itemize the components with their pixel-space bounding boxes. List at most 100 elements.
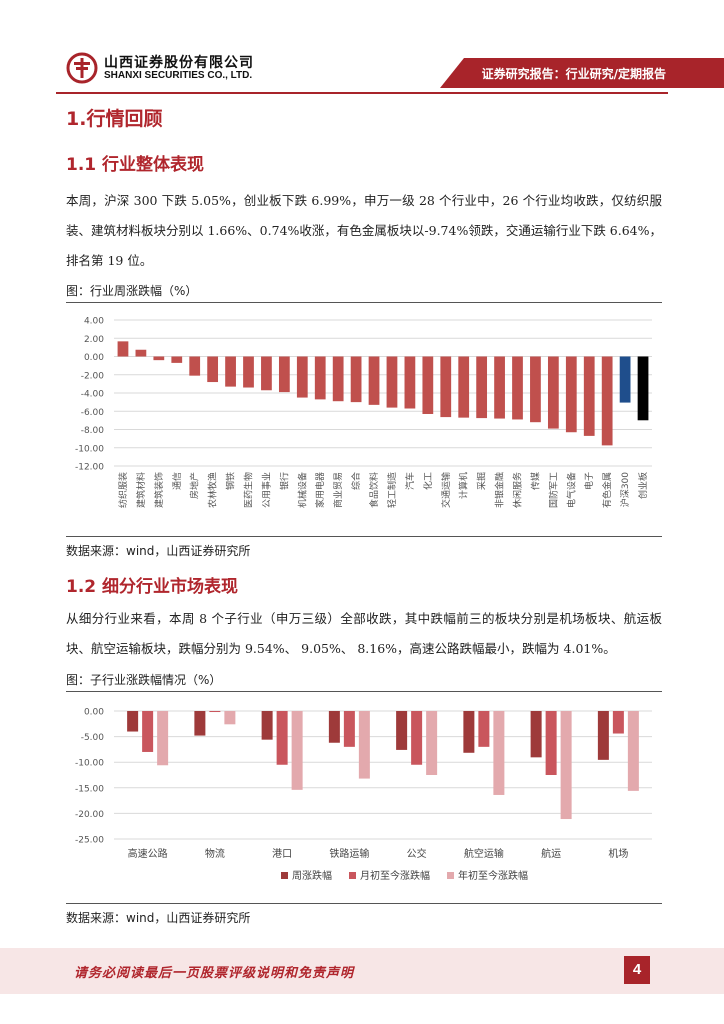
figure-bottom-rule-1 [66,536,662,537]
bar [545,711,557,775]
y-tick-label: -10.00 [75,759,104,769]
x-tick-label: 铁路运输 [329,847,369,860]
company-logo-icon [66,52,98,84]
bar [142,711,154,752]
bar [493,711,505,795]
x-tick-label: 物流 [205,847,225,860]
bar [117,341,129,357]
subsection-title-2: 1.2 细分行业市场表现 [66,577,239,597]
y-tick-label: 4.00 [84,317,104,327]
figure-top-rule-1 [66,302,662,303]
bar [225,356,236,387]
legend-swatch [349,872,356,879]
x-tick-label: 港口 [272,848,292,860]
x-tick-label: 钢铁 [225,472,237,490]
bar [189,356,201,376]
y-tick-label: -12.00 [75,463,104,473]
x-tick-label: 综合 [350,472,362,490]
bar [478,711,490,747]
y-tick-label: -5.00 [81,733,105,743]
x-tick-label: 汽车 [404,472,416,490]
x-tick-label: 休闲服务 [512,472,524,508]
legend-label: 年初至今涨跌幅 [458,869,528,882]
bar [261,356,272,391]
x-tick-label: 商业贸易 [332,472,344,508]
bar [637,356,649,421]
x-tick-label: 建筑装饰 [153,472,165,508]
sub-industry-chart: 0.00 -5.00 -10.00 -15.00 -20.00 -25.00 高速公路 物流 港… [66,693,662,901]
legend-swatch [281,872,288,879]
x-tick-label: 机场 [608,847,628,860]
bar [404,356,416,409]
bar [278,356,290,393]
y-tick-label: -10.00 [75,444,104,454]
bar [328,711,340,743]
page-header: 山西证券股份有限公司 SHANXI SECURITIES CO., LTD. 证… [0,0,724,100]
x-tick-label: 国防军工 [547,472,559,508]
bar [358,711,370,779]
x-tick-label: 机械设备 [296,472,308,508]
x-tick-label: 家用电器 [314,472,326,508]
sub-industry-chart-svg: 0.00 -5.00 -10.00 -15.00 -20.00 -25.00 高速公路 物流 港… [75,708,652,882]
bar [207,356,219,383]
bar [583,356,595,436]
x-tick-label: 高速公路 [128,847,168,860]
x-tick-label: 采掘 [476,472,488,490]
y-tick-label: 2.00 [84,335,104,345]
data-source-2: 数据来源：wind，山西证券研究所 [66,911,251,925]
bar [224,711,236,725]
y-tick-label: -6.00 [81,408,105,418]
paragraph-2: 从细分行业来看，本周 8 个子行业（申万三级）全部收跌，其中跌幅前三的板块分别是… [66,611,662,656]
y-tick-label: -2.00 [81,371,105,381]
industry-weekly-chart-svg: 4.00 2.00 0.00 -2.00 -4.00 -6.00 -8.00 -10.00 -1… [75,317,652,508]
x-tick-label: 公用事业 [260,472,272,508]
y-tick-label: 0.00 [84,708,104,718]
x-tick-label: 轻工制造 [386,472,398,508]
x-tick-label: 化工 [422,472,434,490]
bar [458,356,470,418]
x-tick-label: 电气设备 [565,472,577,508]
figure-top-rule-2 [66,691,662,692]
x-tick-label: 航运 [541,847,561,860]
bar [157,711,169,766]
bar [314,356,326,400]
bar [276,711,288,765]
subsection-title-1: 1.1 行业整体表现 [66,155,205,175]
x-tick-label: 纺织服装 [117,472,129,508]
bar [627,711,639,791]
bar [476,356,488,419]
bar [597,711,609,760]
bar [127,711,139,732]
industry-weekly-chart: 4.00 2.00 0.00 -2.00 -4.00 -6.00 -8.00 -10.00 -1… [66,304,662,534]
x-tick-label: 创业板 [637,472,649,499]
x-tick-label: 非银金融 [494,472,506,508]
bar [261,711,273,740]
bar [243,356,254,388]
bar [612,711,624,734]
bar [547,356,559,429]
disclaimer-notice: 请务必阅读最后一页股票评级说明和免责声明 [74,966,355,981]
report-type-banner [440,58,724,88]
x-tick-label: 医药生物 [243,472,255,508]
x-tick-label: 银行 [278,472,290,490]
figure-title-1: 图：行业周涨跌幅（%） [66,284,198,298]
company-name-en: SHANXI SECURITIES CO., LTD. [104,70,253,81]
bar [350,356,362,403]
y-tick-label: -8.00 [81,426,105,436]
bar [171,356,183,363]
bar [343,711,355,747]
bar [440,356,452,418]
section-title: 1.行情回顾 [66,108,163,130]
legend-swatch [447,872,454,879]
x-tick-label: 建筑材料 [135,472,147,508]
bar [494,356,505,419]
data-source-1: 数据来源：wind，山西证券研究所 [66,544,251,558]
bar [296,356,308,398]
y-tick-label: -4.00 [81,390,105,400]
company-name-cn: 山西证券股份有限公司 [104,55,254,71]
bar [291,711,303,790]
report-type-label: 证券研究报告：行业研究/定期报告 [481,67,666,81]
x-tick-label: 公交 [407,847,427,860]
bar [530,356,541,423]
bar [422,356,434,414]
